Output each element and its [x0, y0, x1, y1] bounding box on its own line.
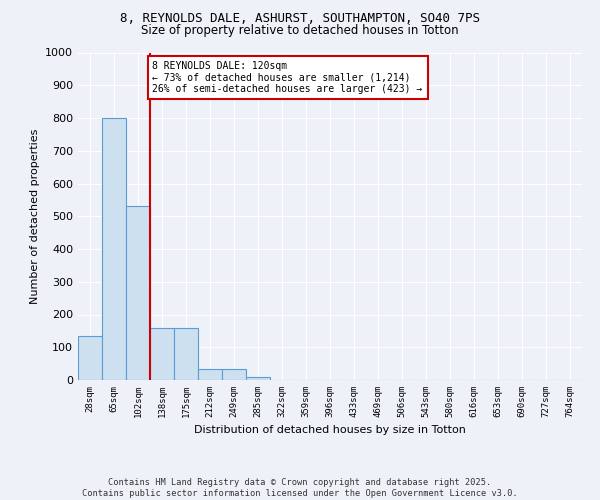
Bar: [198, 368, 222, 380]
Bar: [222, 368, 246, 380]
Bar: [246, 376, 270, 380]
Bar: [150, 328, 174, 380]
Bar: [174, 328, 198, 380]
Bar: [126, 206, 150, 380]
Y-axis label: Number of detached properties: Number of detached properties: [29, 128, 40, 304]
Bar: [102, 118, 126, 380]
Text: Size of property relative to detached houses in Totton: Size of property relative to detached ho…: [141, 24, 459, 37]
Text: 8 REYNOLDS DALE: 120sqm
← 73% of detached houses are smaller (1,214)
26% of semi: 8 REYNOLDS DALE: 120sqm ← 73% of detache…: [152, 60, 422, 94]
X-axis label: Distribution of detached houses by size in Totton: Distribution of detached houses by size …: [194, 426, 466, 436]
Text: Contains HM Land Registry data © Crown copyright and database right 2025.
Contai: Contains HM Land Registry data © Crown c…: [82, 478, 518, 498]
Text: 8, REYNOLDS DALE, ASHURST, SOUTHAMPTON, SO40 7PS: 8, REYNOLDS DALE, ASHURST, SOUTHAMPTON, …: [120, 12, 480, 26]
Bar: [78, 336, 102, 380]
